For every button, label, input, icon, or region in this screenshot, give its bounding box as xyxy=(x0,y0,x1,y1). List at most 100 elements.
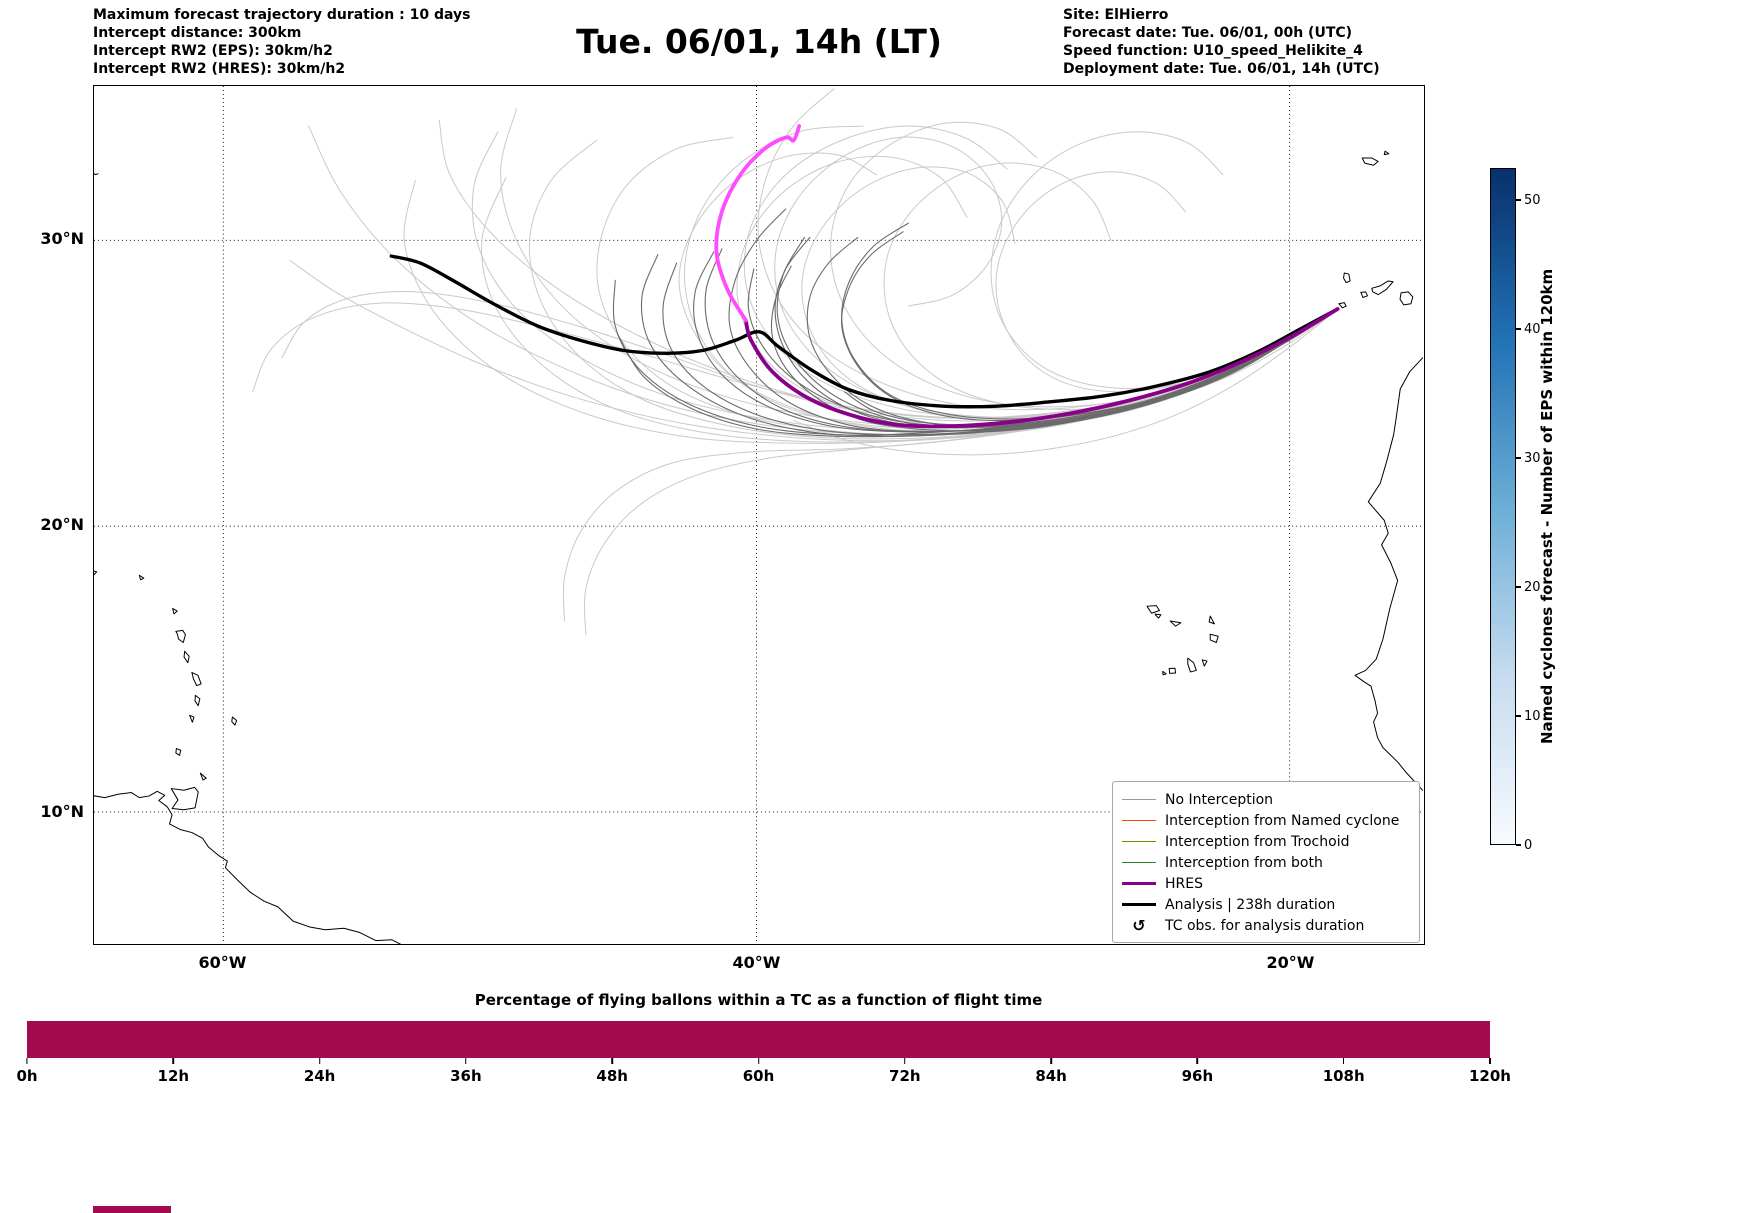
header-right: Site: ElHierro Forecast date: Tue. 06/01,… xyxy=(1063,6,1380,78)
coastline xyxy=(172,607,178,615)
y-tick-label: 20°N xyxy=(40,515,84,535)
coastline xyxy=(1162,670,1167,676)
colorbar-tick-mark xyxy=(1516,715,1521,717)
colorbar-tick-value: 30 xyxy=(1524,450,1541,466)
header-info-line: Speed function: U10_speed_Helikite_4 xyxy=(1063,43,1363,59)
coastline xyxy=(1361,157,1379,166)
trajectory-hres xyxy=(743,307,1340,429)
trajectory-light xyxy=(774,136,1339,418)
header-info-line: Maximum forecast trajectory duration : 1… xyxy=(93,7,471,23)
coastline xyxy=(191,671,202,687)
legend-row: Interception from both xyxy=(1122,852,1410,873)
coastline xyxy=(138,574,145,581)
coastline xyxy=(94,173,99,176)
colorbar-tick-value: 40 xyxy=(1524,321,1541,337)
legend-label: TC obs. for analysis duration xyxy=(1165,917,1365,934)
trajectory-light xyxy=(883,162,1339,410)
colorbar-gradient xyxy=(1490,168,1516,845)
trajectory-light xyxy=(471,131,1339,431)
colorbar-tick-mark xyxy=(1516,199,1521,201)
colorbar-tick-value: 10 xyxy=(1524,708,1541,724)
trajectory-hres_ext xyxy=(714,124,802,323)
coastline xyxy=(175,629,186,644)
legend-row: HRES xyxy=(1122,873,1410,894)
cyclone-icon: ↺ xyxy=(1132,915,1146,935)
legend-label: Interception from both xyxy=(1165,854,1323,871)
coastline xyxy=(189,714,195,723)
flight-bar xyxy=(27,1021,1490,1058)
trajectory-dark xyxy=(617,308,1339,438)
header-info-line: Deployment date: Tue. 06/01, 14h (UTC) xyxy=(1063,61,1380,77)
trajectory-dark xyxy=(728,208,1339,432)
coastline xyxy=(199,772,207,781)
flight-chart-title: Percentage of flying ballons within a TC… xyxy=(474,991,1043,1009)
flight-time-tick: 12h xyxy=(158,1058,189,1085)
flight-tick-mark xyxy=(172,1058,175,1064)
flight-time-tick: 60h xyxy=(742,1058,775,1085)
trajectory-analysis xyxy=(389,254,1340,409)
flight-tick-label: 24h xyxy=(303,1067,336,1085)
coastline xyxy=(1383,150,1390,156)
coastline xyxy=(1154,613,1162,619)
figure-title: Tue. 06/01, 14h (LT) xyxy=(576,22,942,61)
legend-line-swatch xyxy=(1122,903,1156,906)
legend-row: Interception from Trochoid xyxy=(1122,831,1410,852)
trajectory-light xyxy=(830,121,1339,408)
y-tick-label: 30°N xyxy=(40,228,84,248)
legend-line-swatch xyxy=(1122,799,1156,800)
flight-tick-mark xyxy=(318,1058,321,1064)
flight-tick-label: 60h xyxy=(742,1067,775,1085)
y-tick-label: 10°N xyxy=(40,801,84,821)
header-info-line: Forecast date: Tue. 06/01, 00h (UTC) xyxy=(1063,25,1353,41)
flight-tick-mark xyxy=(757,1058,760,1064)
trajectory-light xyxy=(500,108,1339,427)
legend-line-swatch xyxy=(1122,820,1156,821)
partial-next-panel-bar xyxy=(93,1206,171,1213)
flight-tick-mark xyxy=(1196,1058,1199,1064)
legend-line-swatch xyxy=(1122,862,1156,863)
coastline xyxy=(175,748,182,756)
coastline xyxy=(94,570,98,576)
flight-time-tick: 36h xyxy=(450,1058,482,1085)
coastline xyxy=(1354,357,1424,791)
colorbar-tick-value: 50 xyxy=(1524,192,1541,208)
coastline xyxy=(1371,280,1394,296)
flight-tick-mark xyxy=(1489,1058,1491,1064)
coastline xyxy=(194,694,201,707)
flight-time-tick: 72h xyxy=(889,1058,921,1085)
legend-row: No Interception xyxy=(1122,789,1410,810)
trajectory-dark xyxy=(770,265,1339,432)
trajectory-dark xyxy=(841,222,1339,420)
colorbar-tick-mark xyxy=(1516,586,1521,588)
legend-line-sample xyxy=(1122,903,1156,906)
flight-tick-label: 0h xyxy=(16,1067,38,1085)
legend-line-sample xyxy=(1122,841,1156,842)
trajectory-dark xyxy=(806,236,1339,427)
header-left: Maximum forecast trajectory duration : 1… xyxy=(93,6,470,78)
trajectory-light xyxy=(743,125,1339,419)
coastline xyxy=(94,790,402,944)
flight-tick-label: 108h xyxy=(1322,1067,1365,1085)
flight-tick-mark xyxy=(611,1058,613,1064)
colorbar-tick-mark xyxy=(1516,844,1521,846)
legend-line-swatch xyxy=(1122,882,1156,885)
trajectory-light xyxy=(995,171,1339,393)
trajectory-light xyxy=(562,308,1339,621)
legend-label: Interception from Named cyclone xyxy=(1165,812,1400,829)
flight-time-tick: 120h xyxy=(1469,1058,1511,1085)
legend-row: Analysis | 238h duration xyxy=(1122,894,1410,915)
flight-tick-label: 96h xyxy=(1181,1067,1214,1085)
header-info-line: Site: ElHierro xyxy=(1063,7,1169,23)
x-tick-label: 20°W xyxy=(1266,953,1315,972)
flight-tick-mark xyxy=(465,1058,467,1064)
flight-time-tick: 96h xyxy=(1181,1058,1214,1085)
flight-time-tick: 24h xyxy=(303,1058,336,1085)
trajectory-light xyxy=(584,308,1339,636)
legend-line-sample xyxy=(1122,799,1156,800)
legend-line-sample xyxy=(1122,820,1156,821)
trajectory-light xyxy=(403,179,1339,444)
flight-tick-mark xyxy=(1342,1058,1345,1064)
flight-tick-mark xyxy=(26,1058,28,1064)
coastline xyxy=(1343,272,1351,284)
